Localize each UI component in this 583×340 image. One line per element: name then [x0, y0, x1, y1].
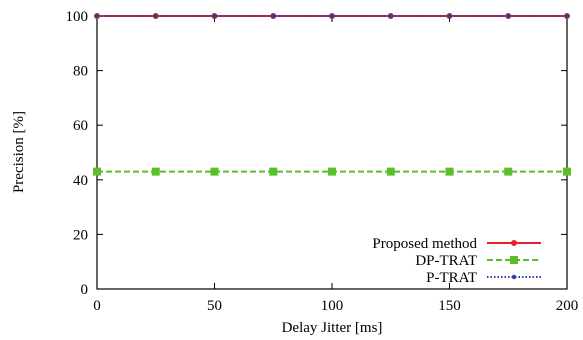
legend-label: DP-TRAT: [415, 253, 477, 269]
y-tick-label: 20: [73, 227, 88, 243]
data-point: [94, 13, 100, 19]
legend-label: Proposed method: [372, 236, 477, 252]
data-point: [447, 13, 452, 19]
x-axis-label: Delay Jitter [ms]: [282, 320, 383, 336]
data-point: [210, 167, 219, 176]
data-point: [212, 13, 217, 19]
data-point: [269, 167, 278, 176]
data-point: [271, 13, 276, 19]
legend-entry: P-TRAT: [426, 270, 541, 286]
data-point: [93, 167, 101, 176]
legend-marker: [511, 274, 517, 280]
y-tick-label: 100: [66, 9, 89, 25]
axis-ticks: 0 50 100 150 200 0 20 40 60 80 100: [66, 9, 579, 314]
legend-entry: Proposed method: [372, 236, 541, 252]
x-tick-label: 100: [321, 298, 344, 314]
data-point: [153, 13, 158, 19]
plot-frame: [96, 15, 568, 290]
data-point: [386, 167, 395, 176]
series-dp-trat: [93, 167, 571, 176]
data-point: [564, 13, 570, 19]
x-tick-label: 0: [93, 298, 101, 314]
data-point: [328, 167, 336, 176]
y-axis-label: Precision [%]: [11, 111, 27, 193]
legend-entry: DP-TRAT: [415, 253, 541, 269]
x-tick-label: 50: [207, 298, 222, 314]
data-point: [151, 167, 160, 176]
data-point: [563, 167, 571, 176]
legend-label: P-TRAT: [426, 270, 477, 286]
series-layer: [93, 13, 571, 176]
y-tick-label: 40: [73, 173, 88, 189]
legend-marker: [511, 240, 517, 246]
x-tick-label: 150: [438, 298, 461, 314]
y-tick-label: 0: [81, 282, 89, 298]
y-tick-label: 60: [73, 118, 88, 134]
legend-marker: [510, 256, 518, 264]
data-point: [445, 167, 454, 176]
data-point: [504, 167, 513, 176]
data-point: [388, 13, 393, 19]
series-p-trat: [94, 13, 570, 19]
data-point: [506, 13, 511, 19]
x-tick-label: 200: [556, 298, 579, 314]
y-tick-label: 80: [73, 64, 88, 80]
data-point: [329, 13, 335, 19]
